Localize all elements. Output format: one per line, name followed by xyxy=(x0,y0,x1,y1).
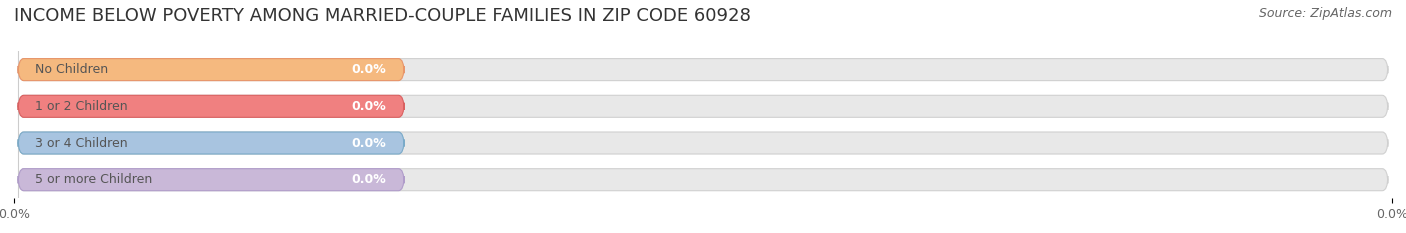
FancyBboxPatch shape xyxy=(18,132,1388,154)
Text: 0.0%: 0.0% xyxy=(352,137,387,150)
FancyBboxPatch shape xyxy=(18,169,1388,191)
FancyBboxPatch shape xyxy=(18,58,1388,81)
Text: 1 or 2 Children: 1 or 2 Children xyxy=(35,100,128,113)
FancyBboxPatch shape xyxy=(18,132,404,154)
Text: Source: ZipAtlas.com: Source: ZipAtlas.com xyxy=(1258,7,1392,20)
FancyBboxPatch shape xyxy=(18,95,1388,117)
FancyBboxPatch shape xyxy=(18,95,404,117)
Text: 3 or 4 Children: 3 or 4 Children xyxy=(35,137,128,150)
FancyBboxPatch shape xyxy=(18,169,404,191)
Text: 0.0%: 0.0% xyxy=(352,173,387,186)
Text: INCOME BELOW POVERTY AMONG MARRIED-COUPLE FAMILIES IN ZIP CODE 60928: INCOME BELOW POVERTY AMONG MARRIED-COUPL… xyxy=(14,7,751,25)
FancyBboxPatch shape xyxy=(18,58,404,81)
Text: No Children: No Children xyxy=(35,63,108,76)
Text: 0.0%: 0.0% xyxy=(352,63,387,76)
Text: 0.0%: 0.0% xyxy=(352,100,387,113)
Text: 5 or more Children: 5 or more Children xyxy=(35,173,152,186)
